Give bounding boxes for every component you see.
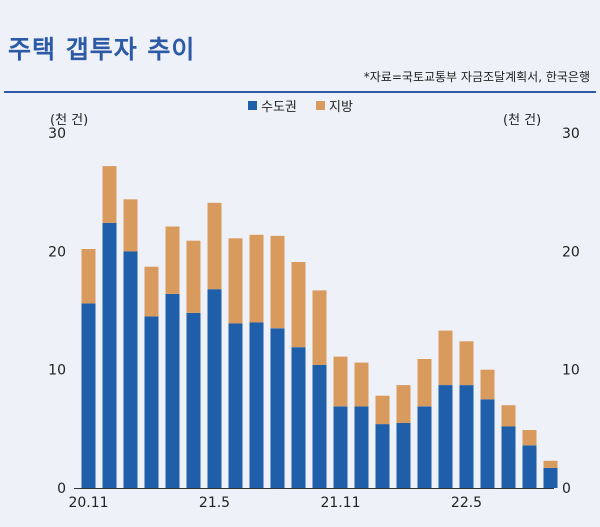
chart-title: 주택 갭투자 추이 [8, 35, 196, 64]
bar-region-8 [249, 234, 264, 323]
bar-metro-9 [270, 328, 285, 489]
bar-metro-20 [501, 426, 516, 488]
bar-region-15 [396, 385, 411, 423]
bar-region-6 [207, 202, 222, 290]
bar-metro-5 [186, 312, 201, 488]
y-tick-right-10: 10 [562, 363, 580, 379]
y-tick-left-0: 0 [57, 481, 66, 497]
bar-region-5 [186, 240, 201, 313]
bar-metro-0 [81, 303, 96, 488]
bar-region-7 [228, 238, 243, 324]
bar-region-1 [102, 166, 117, 223]
bar-metro-17 [438, 385, 453, 488]
title-divider [4, 91, 596, 93]
x-tick-20.11: 20.11 [68, 495, 108, 511]
bar-region-11 [312, 290, 327, 365]
y-tick-left-10: 10 [48, 363, 66, 379]
bar-region-16 [417, 359, 432, 407]
bar-region-9 [270, 235, 285, 329]
bar-region-0 [81, 249, 96, 304]
y-tick-right-0: 0 [562, 481, 571, 497]
bar-metro-22 [543, 467, 558, 488]
bar-metro-16 [417, 406, 432, 488]
legend-label-region: 지방 [329, 100, 353, 115]
x-ticks-group: 20.11 21.5 21.11 22.5 [68, 495, 482, 511]
bar-region-3 [144, 266, 159, 317]
bar-region-13 [354, 362, 369, 407]
bar-metro-2 [123, 251, 138, 488]
bar-metro-4 [165, 293, 180, 488]
y-tick-right-30: 30 [562, 126, 580, 142]
bar-region-22 [543, 460, 558, 468]
legend-swatch-metro [248, 101, 257, 110]
bar-region-12 [333, 356, 348, 407]
x-tick-21.11: 21.11 [320, 495, 360, 511]
x-tick-22.5: 22.5 [451, 495, 482, 511]
bar-metro-15 [396, 422, 411, 488]
legend-label-metro: 수도권 [261, 100, 297, 115]
bar-metro-1 [102, 222, 117, 488]
source-note: *자료=국토교통부 자금조달계획서, 한국은행 [363, 70, 590, 84]
bar-metro-6 [207, 289, 222, 488]
bar-metro-14 [375, 424, 390, 488]
bar-metro-3 [144, 316, 159, 488]
bar-region-18 [459, 341, 474, 386]
bar-metro-10 [291, 347, 306, 488]
left-axis-unit: (천 건) [50, 113, 88, 128]
bar-region-21 [522, 430, 537, 446]
bars-group [81, 166, 558, 489]
legend-swatch-region [316, 101, 325, 110]
bar-metro-19 [480, 399, 495, 489]
bar-metro-11 [312, 364, 327, 488]
y-ticks-group: 0 0 10 10 20 20 30 30 [48, 126, 580, 497]
bar-region-10 [291, 262, 306, 348]
bar-region-17 [438, 330, 453, 385]
bar-metro-13 [354, 406, 369, 488]
bar-metro-12 [333, 406, 348, 488]
bar-metro-7 [228, 323, 243, 488]
x-tick-21.5: 21.5 [199, 495, 230, 511]
bar-region-14 [375, 395, 390, 425]
bar-region-2 [123, 199, 138, 252]
legend: 수도권 지방 [248, 100, 353, 115]
bar-region-19 [480, 369, 495, 400]
y-tick-left-30: 30 [48, 126, 66, 142]
bar-region-4 [165, 226, 180, 294]
bar-metro-18 [459, 385, 474, 488]
bar-metro-21 [522, 445, 537, 488]
right-axis-unit: (천 건) [503, 113, 541, 128]
y-tick-right-20: 20 [562, 244, 580, 260]
bar-region-20 [501, 405, 516, 427]
y-tick-left-20: 20 [48, 244, 66, 260]
bar-metro-8 [249, 322, 264, 488]
